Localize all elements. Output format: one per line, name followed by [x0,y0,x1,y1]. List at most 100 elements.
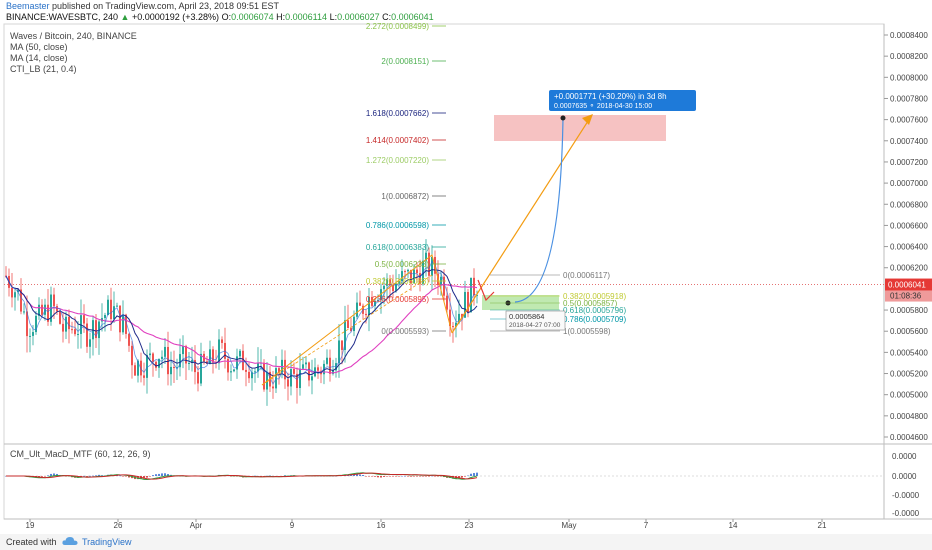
price-tick-label: 0.0007600 [890,116,928,125]
macd-hist-bar [470,473,472,476]
candle-body [29,335,31,337]
candle-body [338,340,340,364]
macd-hist-bar [419,476,421,477]
candle-body [68,316,70,330]
macd-hist-bar [119,475,121,477]
fib-level-label: 1(0.0006872) [381,192,429,201]
fib-retrace-label: 0.786(0.0005709) [563,315,627,324]
target-tooltip-line2: 0.0007635 ⚬ 2018-04-30 15:00 [554,103,652,110]
candle-body [20,289,22,312]
macd-hist-bar [146,476,148,478]
macd-hist-bar [269,475,271,477]
target-tooltip [549,90,696,111]
macd-hist-bar [143,476,145,479]
entry-tooltip-price: 0.0005864 [509,312,544,321]
macd-hist-bar [50,473,52,476]
macd-hist-bar [152,475,154,476]
price-tick-label: 0.0005600 [890,327,928,336]
fib-retrace-label: 0(0.0006117) [563,271,610,280]
candle-body [287,379,289,387]
candle-body [230,371,232,373]
candle-body [200,353,202,384]
cti-line [5,260,478,385]
macd-hist-bar [428,476,430,477]
legend-macd[interactable]: CM_Ult_MacD_MTF (60, 12, 26, 9) [10,449,151,459]
candle-body [227,358,229,373]
macd-hist-bar [68,476,70,477]
legend-ma14[interactable]: MA (14, close) [10,53,68,63]
target-tooltip-line1: +0.0001771 (+30.20%) in 3d 8h [554,92,667,101]
macd-hist-bar [356,474,358,476]
candle-body [104,315,106,319]
tradingview-brand-link[interactable]: TradingView [82,537,132,547]
chart-canvas[interactable]: 0.0008400 0.0008200 0.0008000 0.0007800 0.00… [0,0,932,534]
countdown-label: 01:08:36 [890,292,922,301]
candle-body [14,292,16,298]
change-value: +0.0000192 (+3.28%) [131,12,220,22]
high-label: H: [276,12,286,22]
candle-body [176,367,178,369]
countdown-tag [885,290,932,302]
candle-body [443,276,445,296]
candle-body [59,311,61,324]
time-tick-label: 9 [290,521,295,530]
legend-title[interactable]: Waves / Bitcoin, 240, BINANCE [10,31,137,41]
current-price-tag [885,278,932,291]
fib-retrace-label: 0.5(0.0005857) [563,299,618,308]
publish-text: published on TradingView.com, April 23, … [49,1,280,11]
time-tick-label: 14 [729,521,738,530]
candle-body [89,339,91,347]
symbol-ohlc-line: BINANCE:WAVESBTC, 240 ▲ +0.0000192 (+3.2… [6,12,434,22]
candle-body [77,333,79,335]
candle-body [122,314,124,333]
macd-hist-bar [416,476,418,477]
macd-hist-bar [377,476,379,478]
current-price-label: 0.0006041 [888,281,926,290]
macd-hist-bar [410,476,412,477]
candle-body [17,289,19,293]
candle-body [410,269,412,284]
candle-body [86,323,88,347]
candle-body [332,370,334,374]
candle-body [119,305,121,333]
legend-ma50[interactable]: MA (50, close) [10,42,68,52]
price-tick-label: 0.0005200 [890,370,928,379]
candle-body [341,340,343,350]
macd-hist-bar [452,476,454,479]
candle-body [344,320,346,350]
candle-body [113,306,115,320]
fib-extension-group: 2.272(0.0008499) 2(0.0008151) 1.618(0.0007… [366,22,446,336]
candle-body [476,294,478,296]
author-link[interactable]: Beemaster [6,1,50,11]
macd-tick-label: -0.0000 [892,509,920,518]
macd-hist-bar [407,476,409,477]
fib-level-label: 1.618(0.0007662) [366,109,430,118]
candle-body [221,339,223,343]
candle-body [452,326,454,328]
candle-body [170,366,172,375]
low-value: 0.0006027 [337,12,380,22]
macd-hist-bar [236,476,238,477]
candle-body [164,346,166,357]
legend-cti[interactable]: CTI_LB (21, 0.4) [10,64,77,74]
candle-body [311,376,313,381]
macd-hist-bar [65,476,67,477]
candle-body [239,350,241,357]
candle-body [365,313,367,316]
candle-body [350,328,352,332]
macd-hist-bar [254,475,256,477]
candle-body [392,285,394,291]
publish-line: Beemaster published on TradingView.com, … [6,1,279,11]
candle-body [386,279,388,286]
macd-hist-bar [404,475,406,477]
candle-body [245,369,247,372]
tradingview-logo-icon [62,537,78,545]
price-tick-label: 0.0008000 [890,73,928,82]
arrowhead-icon [582,114,593,125]
candle-body [347,320,349,329]
candle-body [188,362,190,364]
candle-body [335,363,337,371]
candle-body [218,339,220,364]
candle-body [185,345,187,364]
macd-hist-bar [158,473,160,476]
